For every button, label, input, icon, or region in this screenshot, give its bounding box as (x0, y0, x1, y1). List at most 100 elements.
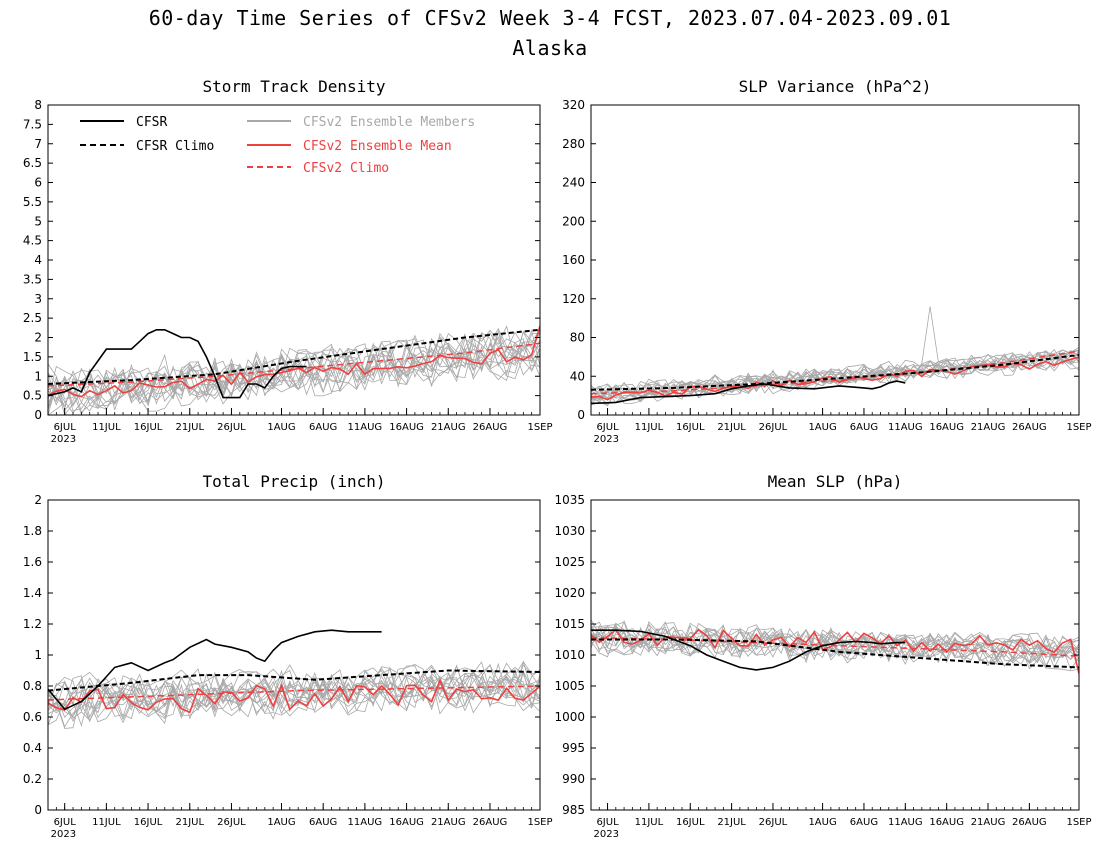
y-tick-label: 985 (562, 803, 585, 817)
x-tick-label: 11JUL (635, 817, 664, 828)
y-tick-label: 995 (562, 741, 585, 755)
y-tick-label: 0.6 (23, 710, 42, 724)
ensemble-member-line (591, 632, 1079, 664)
x-tick-label: 16JUL (676, 422, 705, 433)
x-tick-label: 6AUG (850, 817, 878, 828)
y-tick-label: 1.8 (23, 524, 42, 538)
y-tick-label: 1020 (554, 586, 585, 600)
ensemble-member-line (48, 677, 540, 717)
cfsr-climo-line (48, 328, 540, 385)
y-tick-label: 0.8 (23, 679, 42, 693)
y-tick-label: 40 (570, 369, 585, 383)
panel-title: Total Precip (inch) (202, 472, 385, 491)
x-tick-label: 21AUG (971, 817, 1006, 828)
plot-area (48, 629, 540, 729)
cfsv2-climo-line (591, 350, 1079, 395)
y-tick-label: 5.5 (23, 195, 42, 209)
y-tick-label: 0 (34, 408, 42, 422)
x-tick-label: 6JUL (54, 422, 77, 433)
x-tick-label: 1AUG (267, 422, 295, 433)
legend-cfsr-label: CFSR (136, 115, 167, 130)
ensemble-mean-line (48, 325, 540, 398)
x-tick-label: 21JUL (175, 422, 204, 433)
y-tick-label: 2 (34, 493, 42, 507)
x-tick-label: 1AUG (808, 817, 836, 828)
x-tick-label: 6AUG (309, 817, 337, 828)
ensemble-member-line (591, 349, 1079, 406)
x-tick-label: 26JUL (759, 422, 788, 433)
ensemble-member-line (48, 329, 540, 407)
x-tick-label: 11AUG (348, 422, 383, 433)
plot-area (591, 306, 1079, 407)
x-tick-label: 11AUG (888, 422, 923, 433)
y-tick-label: 3 (34, 292, 42, 306)
y-tick-label: 1.6 (23, 555, 42, 569)
y-tick-label: 280 (562, 137, 585, 151)
cfsr-line (591, 380, 906, 405)
x-tick-label: 6AUG (309, 422, 337, 433)
ensemble-member-line (48, 340, 540, 414)
y-tick-label: 990 (562, 772, 585, 786)
x-tick-label: 21AUG (971, 422, 1006, 433)
x-tick-label: 16AUG (389, 422, 424, 433)
y-tick-label: 4.5 (23, 234, 42, 248)
y-tick-label: 1010 (554, 648, 585, 662)
legend-mean-label: CFSv2 Ensemble Mean (303, 139, 452, 154)
legend-cfsv2-climo-label: CFSv2 Climo (303, 161, 389, 176)
plot-area (48, 325, 540, 415)
x-tick-label: 21AUG (431, 817, 466, 828)
ensemble-member-line (48, 329, 540, 406)
x-tick-label: 21JUL (717, 817, 746, 828)
y-tick-label: 1030 (554, 524, 585, 538)
y-tick-label: 6 (34, 176, 42, 190)
panel-title: Mean SLP (hPa) (768, 472, 903, 491)
cfsr-climo-line (591, 353, 1079, 391)
y-tick-label: 0.2 (23, 772, 42, 786)
y-tick-label: 2.5 (23, 311, 42, 325)
cfsr-line (591, 629, 906, 671)
x-tick-year: 2023 (594, 434, 619, 445)
panel-title: SLP Variance (hPa^2) (739, 77, 932, 96)
cfsv2-climo-line (48, 685, 540, 701)
x-tick-label: 1SEP (1066, 817, 1091, 828)
x-tick-label: 1SEP (1066, 422, 1091, 433)
x-tick-label: 11JUL (92, 817, 121, 828)
x-tick-label: 26AUG (473, 422, 508, 433)
ensemble-member-line (48, 338, 540, 413)
chart-panel-1: Storm Track Density 0 0.5 1 1.5 2 2.5 3 3.5 4 4.5 5… (23, 77, 553, 445)
y-tick-label: 80 (570, 331, 585, 345)
y-tick-label: 1.5 (23, 350, 42, 364)
x-tick-label: 6JUL (596, 817, 619, 828)
cfsr-line (48, 629, 382, 711)
y-tick-label: 2 (34, 331, 42, 345)
plot-frame (47, 499, 541, 811)
x-tick-label: 16JUL (676, 817, 705, 828)
y-tick-label: 1.2 (23, 617, 42, 631)
ensemble-member-line (591, 350, 1079, 399)
chart-panel-3: Total Precip (inch) 0 0.2 0.4 0.6 0.8 1 1.2 1.4 1… (23, 472, 553, 840)
x-tick-label: 11JUL (92, 422, 121, 433)
x-tick-label: 1AUG (808, 422, 836, 433)
x-tick-label: 26JUL (759, 817, 788, 828)
x-tick-label: 16AUG (929, 817, 964, 828)
y-tick-label: 4 (34, 253, 42, 267)
ensemble-member-line (591, 631, 1079, 662)
x-tick-label: 6JUL (596, 422, 619, 433)
x-tick-label: 1SEP (527, 422, 552, 433)
x-tick-year: 2023 (594, 829, 619, 840)
legend-members-label: CFSv2 Ensemble Members (303, 115, 475, 130)
ensemble-mean-line (48, 678, 540, 714)
y-tick-label: 320 (562, 98, 585, 112)
y-tick-label: 120 (562, 292, 585, 306)
y-tick-label: 1.4 (23, 586, 42, 600)
legend-cfsr-climo-label: CFSR Climo (136, 139, 214, 154)
y-tick-label: 1000 (554, 710, 585, 724)
x-tick-label: 16JUL (134, 422, 163, 433)
plot-area (591, 619, 1079, 674)
x-tick-label: 16JUL (134, 817, 163, 828)
ensemble-member-line (48, 672, 540, 719)
x-tick-label: 26JUL (217, 422, 246, 433)
ensemble-member-line (591, 306, 1079, 394)
legend: CFSR CFSR Climo CFSv2 Ensemble Members CFSv… (80, 115, 475, 176)
panel-title: Storm Track Density (202, 77, 385, 96)
